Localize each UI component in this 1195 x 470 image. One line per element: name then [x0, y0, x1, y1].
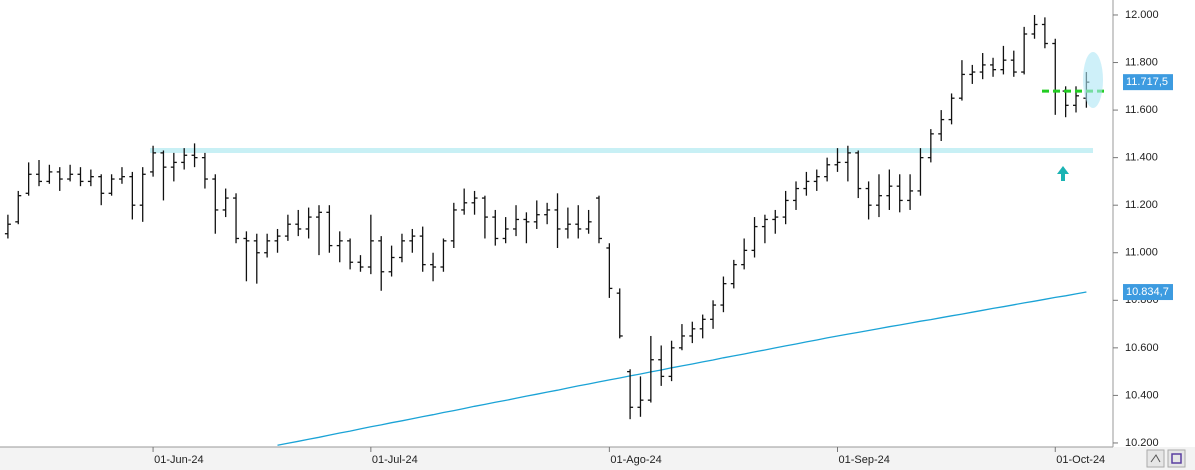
x-tick-label: 01-Oct-24 [1056, 454, 1105, 466]
x-tick-label: 01-Jul-24 [372, 454, 418, 466]
y-tick-label: 11.600 [1125, 104, 1158, 116]
zoom-icon [1150, 454, 1161, 463]
price-tag [1123, 74, 1173, 91]
x-tick-label: 01-Jun-24 [154, 454, 204, 466]
y-tick-label: 11.200 [1125, 199, 1158, 211]
up-arrow [1057, 166, 1069, 181]
save-button[interactable] [1167, 449, 1186, 468]
y-tick-label: 11.000 [1125, 247, 1158, 259]
y-tick-label: 10.200 [1125, 437, 1159, 449]
x-axis-panel [0, 447, 1195, 470]
y-tick-label: 10.400 [1125, 389, 1159, 401]
y-tick-label: 11.400 [1125, 152, 1158, 164]
save-icon [1171, 453, 1182, 464]
y-tick-label: 11.800 [1125, 56, 1158, 68]
price-tag [1123, 284, 1173, 301]
moving-average-line [277, 291, 1087, 446]
y-tick-label: 10.600 [1125, 342, 1159, 354]
x-tick-label: 01-Sep-24 [839, 454, 890, 466]
plot-area [4, 14, 1105, 446]
price-tag-label: 11.717,5 [1126, 76, 1168, 88]
price-tag-label: 10.834,7 [1126, 286, 1169, 298]
x-tick-label: 01-Ago-24 [610, 454, 661, 466]
highlight-ellipse [1083, 52, 1103, 108]
zoom-button[interactable] [1146, 449, 1165, 468]
y-tick-label: 12.000 [1125, 9, 1159, 21]
